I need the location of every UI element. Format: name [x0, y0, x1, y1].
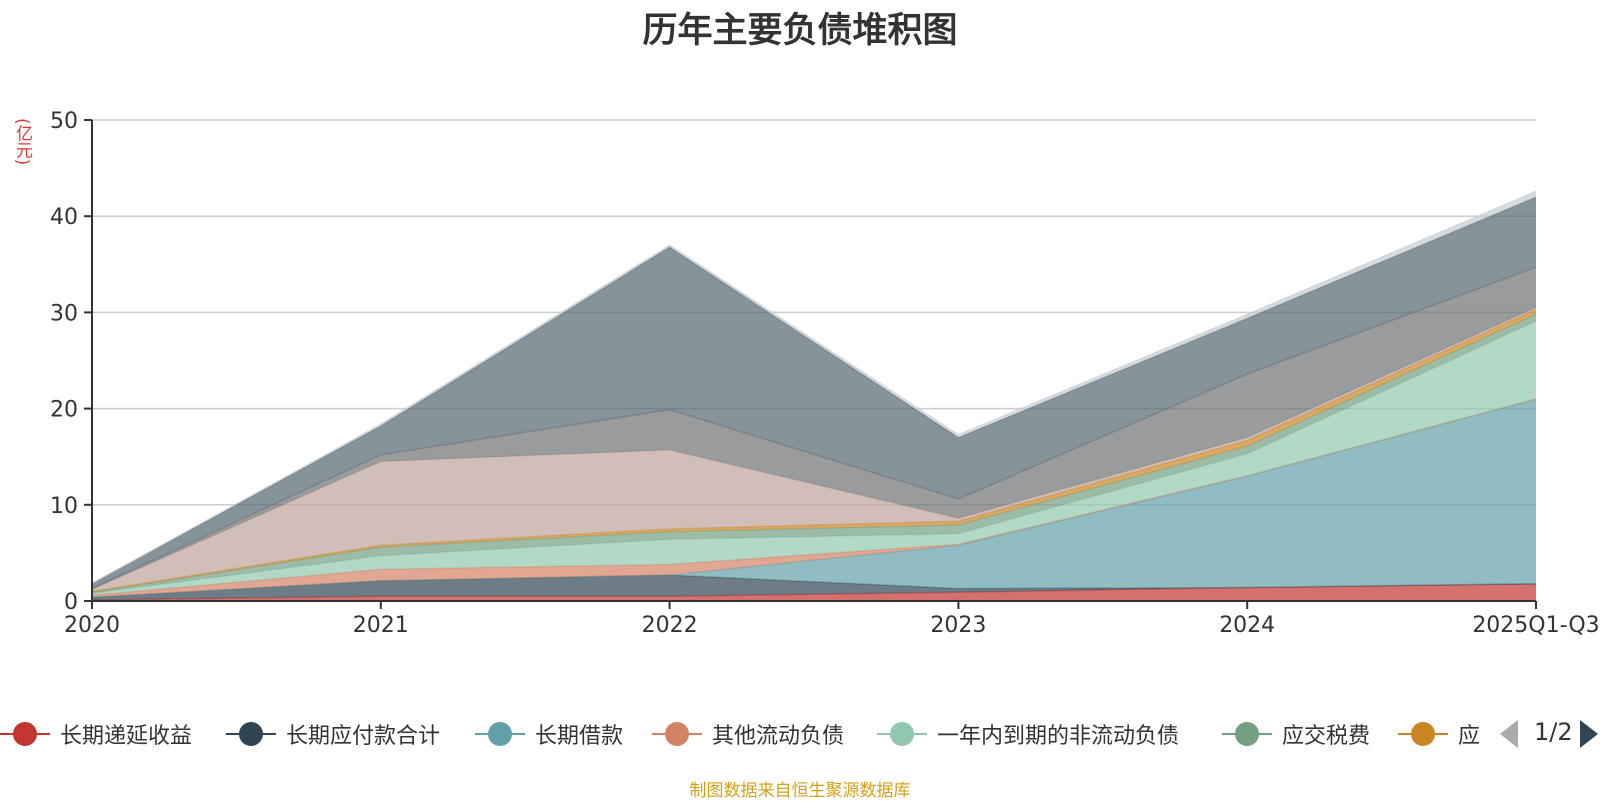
y-tick-label: 20	[50, 398, 78, 423]
x-tick-label: 2024	[1219, 613, 1275, 638]
x-tick-label: 2022	[642, 613, 698, 638]
pager-page-indicator: 1/2	[1534, 718, 1573, 746]
pager-prev-icon[interactable]	[1500, 720, 1518, 748]
legend-symbol	[226, 721, 276, 747]
legend-label: 其他流动负债	[712, 724, 845, 749]
legend-item-accounts-payable[interactable]: 应	[1398, 714, 1480, 754]
area-series-1[interactable]	[92, 575, 1536, 600]
legend-dot	[239, 722, 263, 746]
legend-item-taxes-payable[interactable]: 应交税费	[1222, 714, 1370, 754]
legend-dot	[1235, 722, 1259, 746]
y-tick-label: 0	[64, 590, 78, 615]
legend-symbol	[877, 721, 927, 747]
x-tick-labels: 2020 2021 2022 2023 2024 2025Q1-Q3	[64, 613, 1600, 638]
y-tick-label: 10	[50, 494, 78, 519]
legend-label: 一年内到期的非流动负债	[937, 724, 1180, 749]
x-tick-label: 2021	[353, 613, 409, 638]
x-tick-label: 2025Q1-Q3	[1472, 613, 1599, 638]
area-series-9[interactable]	[92, 197, 1536, 589]
legend-label: 长期借款	[535, 724, 624, 749]
legend-symbol	[0, 721, 50, 747]
area-series-7[interactable]	[92, 307, 1536, 592]
legend-item-deferred-income[interactable]: 长期递延收益	[0, 714, 192, 754]
legend: 长期递延收益 长期应付款合计 长期借款 其他流动负债 一年内到期的非流动负债 应…	[0, 714, 1600, 754]
area-series-8[interactable]	[92, 267, 1536, 590]
legend-symbol	[1398, 721, 1448, 747]
area-series-5[interactable]	[92, 314, 1536, 594]
y-tick-labels: 0 10 20 30 40 50	[50, 109, 78, 615]
legend-pager: 1/2	[1498, 714, 1600, 754]
legend-label: 长期应付款合计	[286, 724, 441, 749]
x-tick-label: 2020	[64, 613, 120, 638]
legend-label: 应	[1458, 724, 1481, 749]
stacked-area-chart: 0 10 20 30 40 50 2020 2021 2022 2023 2024 2025Q1-Q…	[50, 109, 1600, 638]
legend-dot	[890, 722, 914, 746]
area-series-4[interactable]	[92, 321, 1536, 596]
y-tick-label: 40	[50, 205, 78, 230]
legend-dot	[13, 722, 37, 746]
legend-dot	[488, 722, 512, 746]
legend-label: 长期递延收益	[60, 724, 193, 749]
y-tick-label: 50	[50, 109, 78, 134]
y-tick-label: 30	[50, 301, 78, 326]
x-tick-label: 2023	[930, 613, 986, 638]
area-series-2[interactable]	[92, 399, 1536, 598]
legend-label: 应交税费	[1282, 724, 1371, 749]
legend-symbol	[652, 721, 702, 747]
axes	[84, 119, 1537, 609]
legend-item-other-current-liabilities[interactable]: 其他流动负债	[652, 714, 844, 754]
area-series-3[interactable]	[92, 399, 1536, 598]
chart-title: 历年主要负债堆积图	[642, 11, 958, 51]
legend-item-long-term-loans[interactable]: 长期借款	[475, 714, 623, 754]
legend-dot	[665, 722, 689, 746]
legend-item-long-term-payables[interactable]: 长期应付款合计	[226, 714, 440, 754]
area-series	[91, 190, 1537, 601]
legend-symbol	[475, 721, 525, 747]
data-source-note: 制图数据来自恒生聚源数据库	[689, 781, 911, 801]
legend-dot	[1411, 722, 1435, 746]
y-axis-unit: (亿元)	[12, 118, 32, 166]
legend-item-current-portion-noncurrent[interactable]: 一年内到期的非流动负债	[877, 714, 1179, 754]
legend-symbol	[1222, 721, 1272, 747]
pager-next-icon[interactable]	[1580, 720, 1598, 748]
series-line-10	[91, 190, 1537, 585]
